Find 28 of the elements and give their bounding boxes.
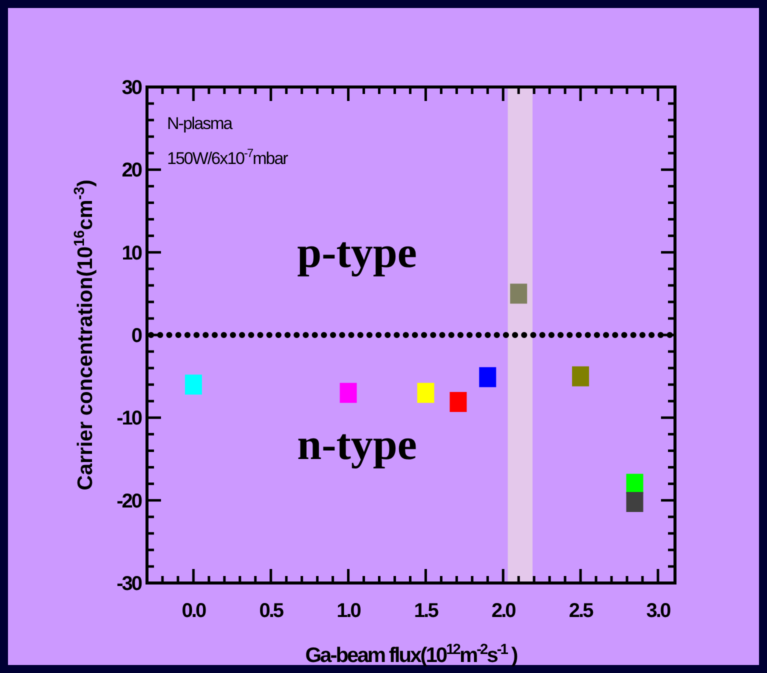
annotation: p-type [297, 228, 417, 277]
x-tick-label: 1.0 [336, 600, 362, 622]
point [626, 492, 644, 512]
annotation: N-plasma [167, 114, 234, 133]
x-tick-label: 0.0 [182, 600, 206, 622]
x-tick-label: 2.0 [491, 600, 516, 622]
point [340, 382, 357, 403]
annotation: n-type [297, 420, 417, 469]
point [626, 474, 644, 494]
annotation: 150W/6x10$^{-7}$mbar [167, 146, 289, 168]
y-tick-label: 30 [122, 77, 142, 99]
y-tick-label: 0 [131, 325, 142, 347]
x-tick-label: 1.5 [414, 600, 439, 622]
x-tick-label: 0.5 [259, 600, 284, 622]
point [479, 367, 496, 388]
point [417, 382, 434, 403]
y-tick-label: 10 [122, 242, 142, 264]
x-tick-label: 2.5 [568, 600, 594, 622]
x-axis-title: Ga-beam flux(10$^{12}$m$^{-2}$s$^{-1}$ ) [305, 642, 518, 667]
point [450, 392, 467, 412]
x-tick-label: 3.0 [646, 600, 671, 622]
y-tick-label: 20 [122, 160, 142, 182]
point [510, 284, 528, 304]
y-tick-label: -20 [116, 490, 142, 512]
point [184, 374, 202, 395]
y-tick-label: -30 [116, 573, 142, 595]
point [572, 366, 590, 386]
y-tick-label: -10 [116, 408, 142, 430]
